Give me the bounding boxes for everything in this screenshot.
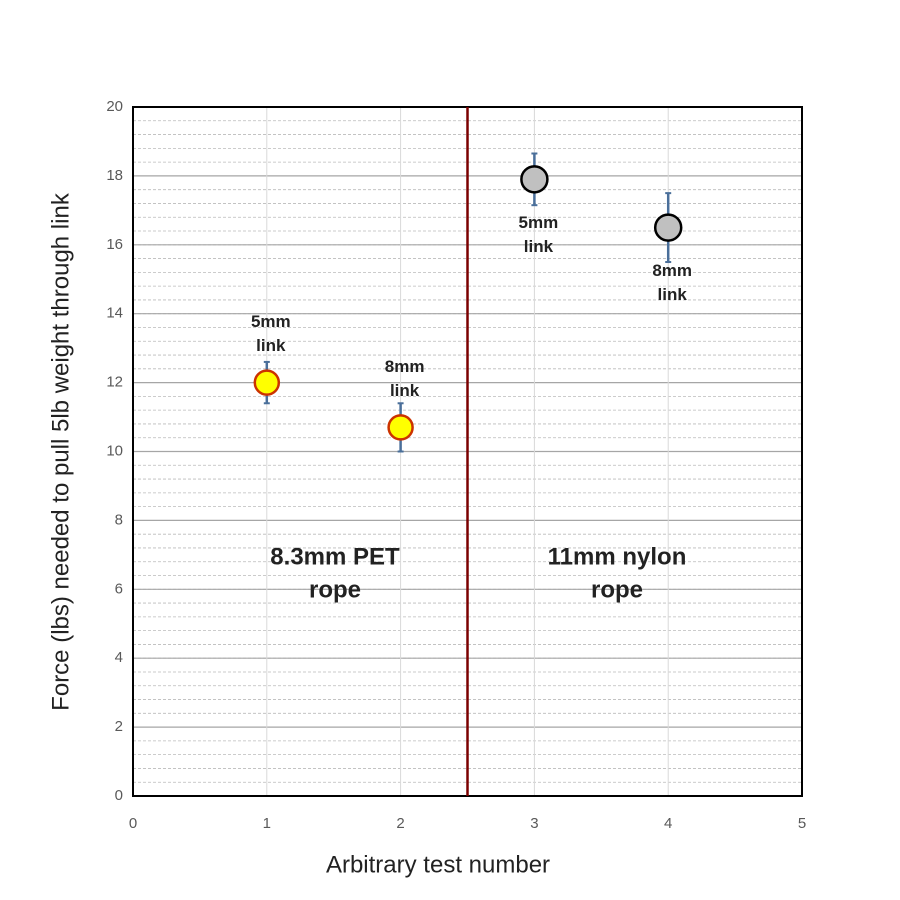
point-label: 5mm [251,312,291,331]
y-tick-label: 2 [115,718,123,735]
y-tick-label: 20 [106,98,123,115]
marker [653,213,683,242]
marker [253,369,281,396]
x-tick-label: 4 [664,815,672,832]
y-tick-label: 14 [106,305,123,322]
point-label: link [658,285,688,304]
point-label: link [390,381,420,400]
point-label: 8mm [652,261,692,280]
y-tick-label: 16 [106,236,123,253]
y-axis-label: Force (lbs) needed to pull 5lb weight th… [47,192,74,711]
y-tick-label: 4 [115,649,123,666]
x-tick-label: 1 [263,815,271,832]
y-tick-label: 6 [115,580,123,597]
marker [387,414,414,441]
point-label: link [256,336,286,355]
x-tick-label: 0 [129,815,137,832]
x-tick-label: 3 [530,815,538,832]
point-label: link [524,237,554,256]
point-label: 8mm [385,357,425,376]
x-tick-label: 5 [798,815,806,832]
marker [520,165,549,194]
region-label: rope [309,576,361,603]
region-label: 11mm nylon [548,543,687,570]
y-tick-label: 12 [106,374,123,391]
y-tick-label: 8 [115,511,123,528]
x-tick-label: 2 [396,815,404,832]
region-label: 8.3mm PET [270,543,400,570]
y-tick-label: 18 [106,167,123,184]
point-label: 5mm [519,213,559,232]
x-axis-label: Arbitrary test number [326,851,550,878]
y-tick-label: 10 [106,442,123,459]
region-label: rope [591,576,643,603]
y-tick-label: 0 [115,787,123,804]
